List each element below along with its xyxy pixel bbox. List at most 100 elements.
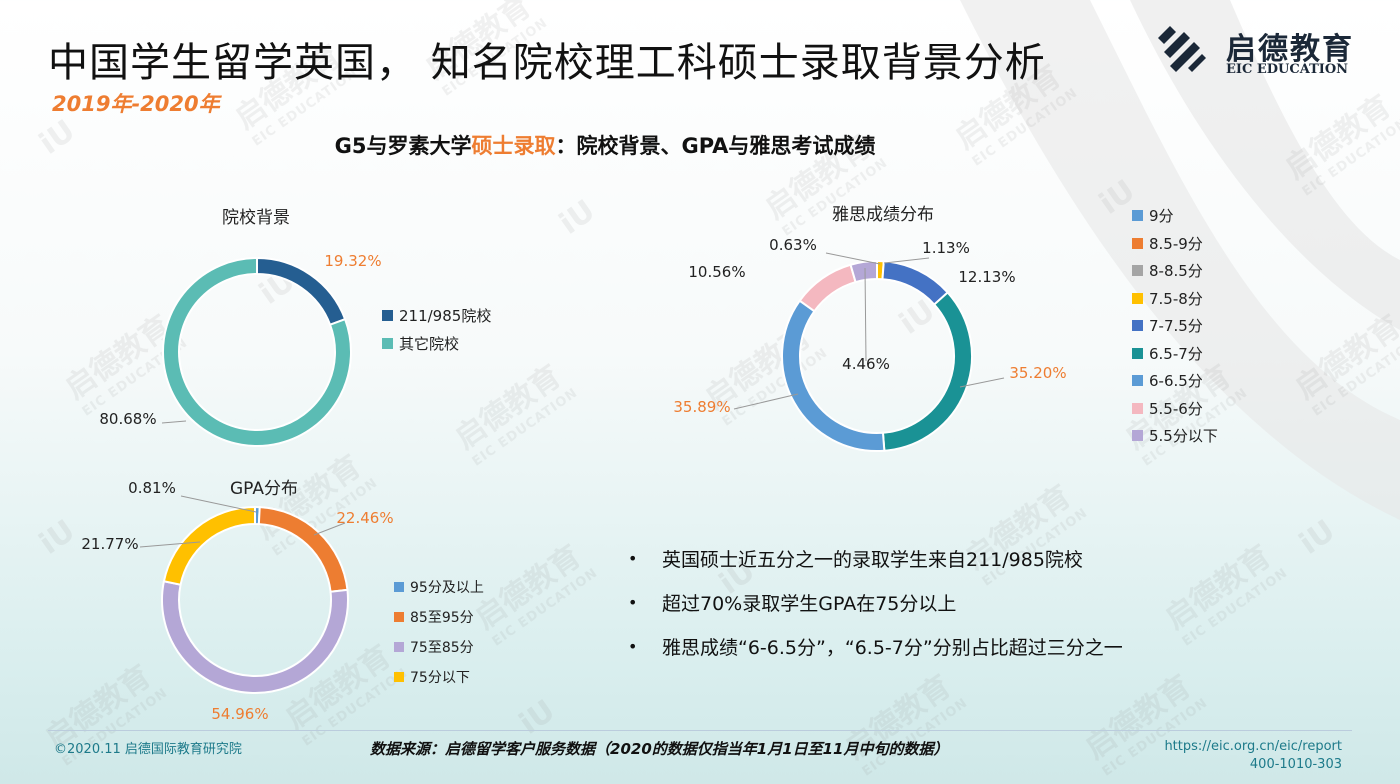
- ielts-chart-title: 雅思成绩分布: [832, 205, 934, 225]
- legend-swatch: [1132, 265, 1143, 277]
- brand-name-cn: 启德教育: [1226, 32, 1354, 67]
- leader-line: [959, 377, 1005, 388]
- legend-item: 95分及以上: [394, 572, 484, 602]
- legend-label: 8.5-9分: [1149, 234, 1203, 253]
- leader-line: [313, 522, 346, 536]
- legend-label: 7-7.5分: [1149, 317, 1203, 336]
- legend-swatch: [394, 672, 404, 682]
- legend-item: 75至85分: [394, 632, 484, 662]
- legend-swatch: [394, 642, 404, 652]
- legend-swatch: [1132, 430, 1143, 442]
- legend-swatch: [1132, 292, 1143, 304]
- legend-item: 其它院校: [382, 330, 491, 358]
- data-label: 21.77%: [81, 535, 138, 553]
- legend-swatch: [382, 337, 393, 349]
- donut-slice: [881, 260, 950, 306]
- data-label: 4.46%: [842, 355, 890, 373]
- legend-swatch: [394, 612, 404, 622]
- legend-item: 9分: [1132, 202, 1218, 230]
- data-label: 80.68%: [99, 410, 156, 428]
- data-label: 0.63%: [769, 236, 817, 254]
- legend-swatch: [1132, 402, 1143, 414]
- data-label: 54.96%: [211, 705, 268, 723]
- leader-line: [180, 495, 257, 513]
- leader-line: [825, 252, 881, 265]
- leader-line: [139, 541, 201, 548]
- legend-label: 5.5-6分: [1149, 399, 1203, 418]
- section-heading: G5与罗素大学硕士录取：院校背景、GPA与雅思考试成绩: [0, 130, 1210, 160]
- legend-item: 85至95分: [394, 602, 484, 632]
- donut-slice: [781, 299, 886, 452]
- bullet-icon: •: [628, 548, 638, 568]
- footer-copyright: ©2020.11 启德国际教育研究院: [54, 742, 242, 757]
- legend-swatch: [1132, 347, 1143, 359]
- donut-slice: [162, 505, 256, 586]
- data-label: 0.81%: [128, 479, 176, 497]
- donut-slice: [257, 506, 349, 593]
- legend-item: 6-6.5分: [1132, 367, 1218, 395]
- legend-item: 211/985院校: [382, 302, 491, 330]
- finding-item: • 英国硕士近五分之一的录取学生来自211/985院校: [628, 548, 1083, 571]
- donut-slice: [161, 580, 349, 694]
- donut-slice: [162, 256, 352, 447]
- legend-swatch: [1132, 237, 1143, 249]
- footer-url[interactable]: https://eic.org.cn/eic/report: [1164, 739, 1342, 754]
- legend-item: 5.5-6分: [1132, 395, 1218, 423]
- legend-label: 6-6.5分: [1149, 372, 1203, 391]
- legend-label: 211/985院校: [399, 307, 492, 326]
- ielts-legend: 9分 8.5-9分 8-8.5分 7.5-8分 7-7.5分 6.5-7分 6-6.5分 5.…: [1132, 202, 1218, 450]
- page-title: 中国学生留学英国， 知名院校理工科硕士录取背景分析: [48, 40, 1046, 86]
- legend-label: 8-8.5分: [1149, 262, 1203, 281]
- footer-divider: [48, 730, 1352, 731]
- footer-contact: https://eic.org.cn/eic/report 400-1010-3…: [1164, 738, 1342, 774]
- leader-line: [733, 393, 799, 410]
- heading-post: ：院校背景、GPA与雅思考试成绩: [555, 134, 876, 158]
- bullet-icon: •: [628, 636, 638, 656]
- data-label: 19.32%: [324, 252, 381, 270]
- legend-item: 75分以下: [394, 662, 484, 692]
- brand-logo: 启德教育 EIC EDUCATION: [1150, 18, 1360, 82]
- school-legend: 211/985院校 其它院校: [382, 302, 491, 357]
- period-label: 2019年-2020年: [52, 92, 220, 116]
- legend-item: 7-7.5分: [1132, 312, 1218, 340]
- leader-line: [883, 257, 930, 264]
- legend-swatch: [1132, 320, 1143, 332]
- heading-pre: G5与罗素大学: [334, 134, 472, 158]
- data-label: 12.13%: [958, 268, 1015, 286]
- legend-label: 75至85分: [410, 640, 474, 656]
- donut-slice: [849, 259, 878, 284]
- brand-name-en: EIC EDUCATION: [1226, 62, 1349, 77]
- legend-label: 7.5-8分: [1149, 289, 1203, 308]
- legend-swatch: [1132, 210, 1143, 222]
- legend-swatch: [382, 310, 393, 322]
- legend-label: 85至95分: [410, 610, 474, 626]
- key-findings: • 英国硕士近五分之一的录取学生来自211/985院校 • 超过70%录取学生GPA…: [628, 536, 1123, 668]
- legend-item: 7.5-8分: [1132, 285, 1218, 313]
- footer-source: 数据来源：启德留学客户服务数据（2020的数据仅指当年1月1日至11月中旬的数据…: [370, 740, 949, 758]
- donut-slice: [881, 291, 973, 452]
- legend-item: 8-8.5分: [1132, 257, 1218, 285]
- leader-line: [161, 420, 187, 424]
- legend-label: 95分及以上: [410, 580, 484, 596]
- legend-label: 其它院校: [399, 334, 460, 353]
- footer-phone: 400-1010-303: [1249, 757, 1342, 772]
- heading-highlight: 硕士录取: [471, 134, 556, 158]
- legend-item: 5.5分以下: [1132, 422, 1218, 450]
- legend-item: 8.5-9分: [1132, 230, 1218, 258]
- legend-label: 6.5-7分: [1149, 344, 1203, 363]
- legend-item: 6.5-7分: [1132, 340, 1218, 368]
- data-label: 22.46%: [336, 509, 393, 527]
- eic-logo-icon: [1158, 26, 1206, 72]
- gpa-chart-title: GPA分布: [230, 479, 298, 499]
- data-label: 10.56%: [688, 263, 745, 281]
- gpa-legend: 95分及以上 85至95分 75至85分 75分以下: [394, 572, 484, 692]
- finding-item: • 超过70%录取学生GPA在75分以上: [628, 592, 957, 615]
- data-label: 1.13%: [922, 239, 970, 257]
- bullet-icon: •: [628, 592, 638, 612]
- school-chart-title: 院校背景: [222, 208, 290, 228]
- legend-label: 5.5分以下: [1149, 427, 1218, 446]
- legend-label: 9分: [1149, 207, 1174, 226]
- legend-swatch: [394, 582, 404, 592]
- legend-label: 75分以下: [410, 670, 470, 686]
